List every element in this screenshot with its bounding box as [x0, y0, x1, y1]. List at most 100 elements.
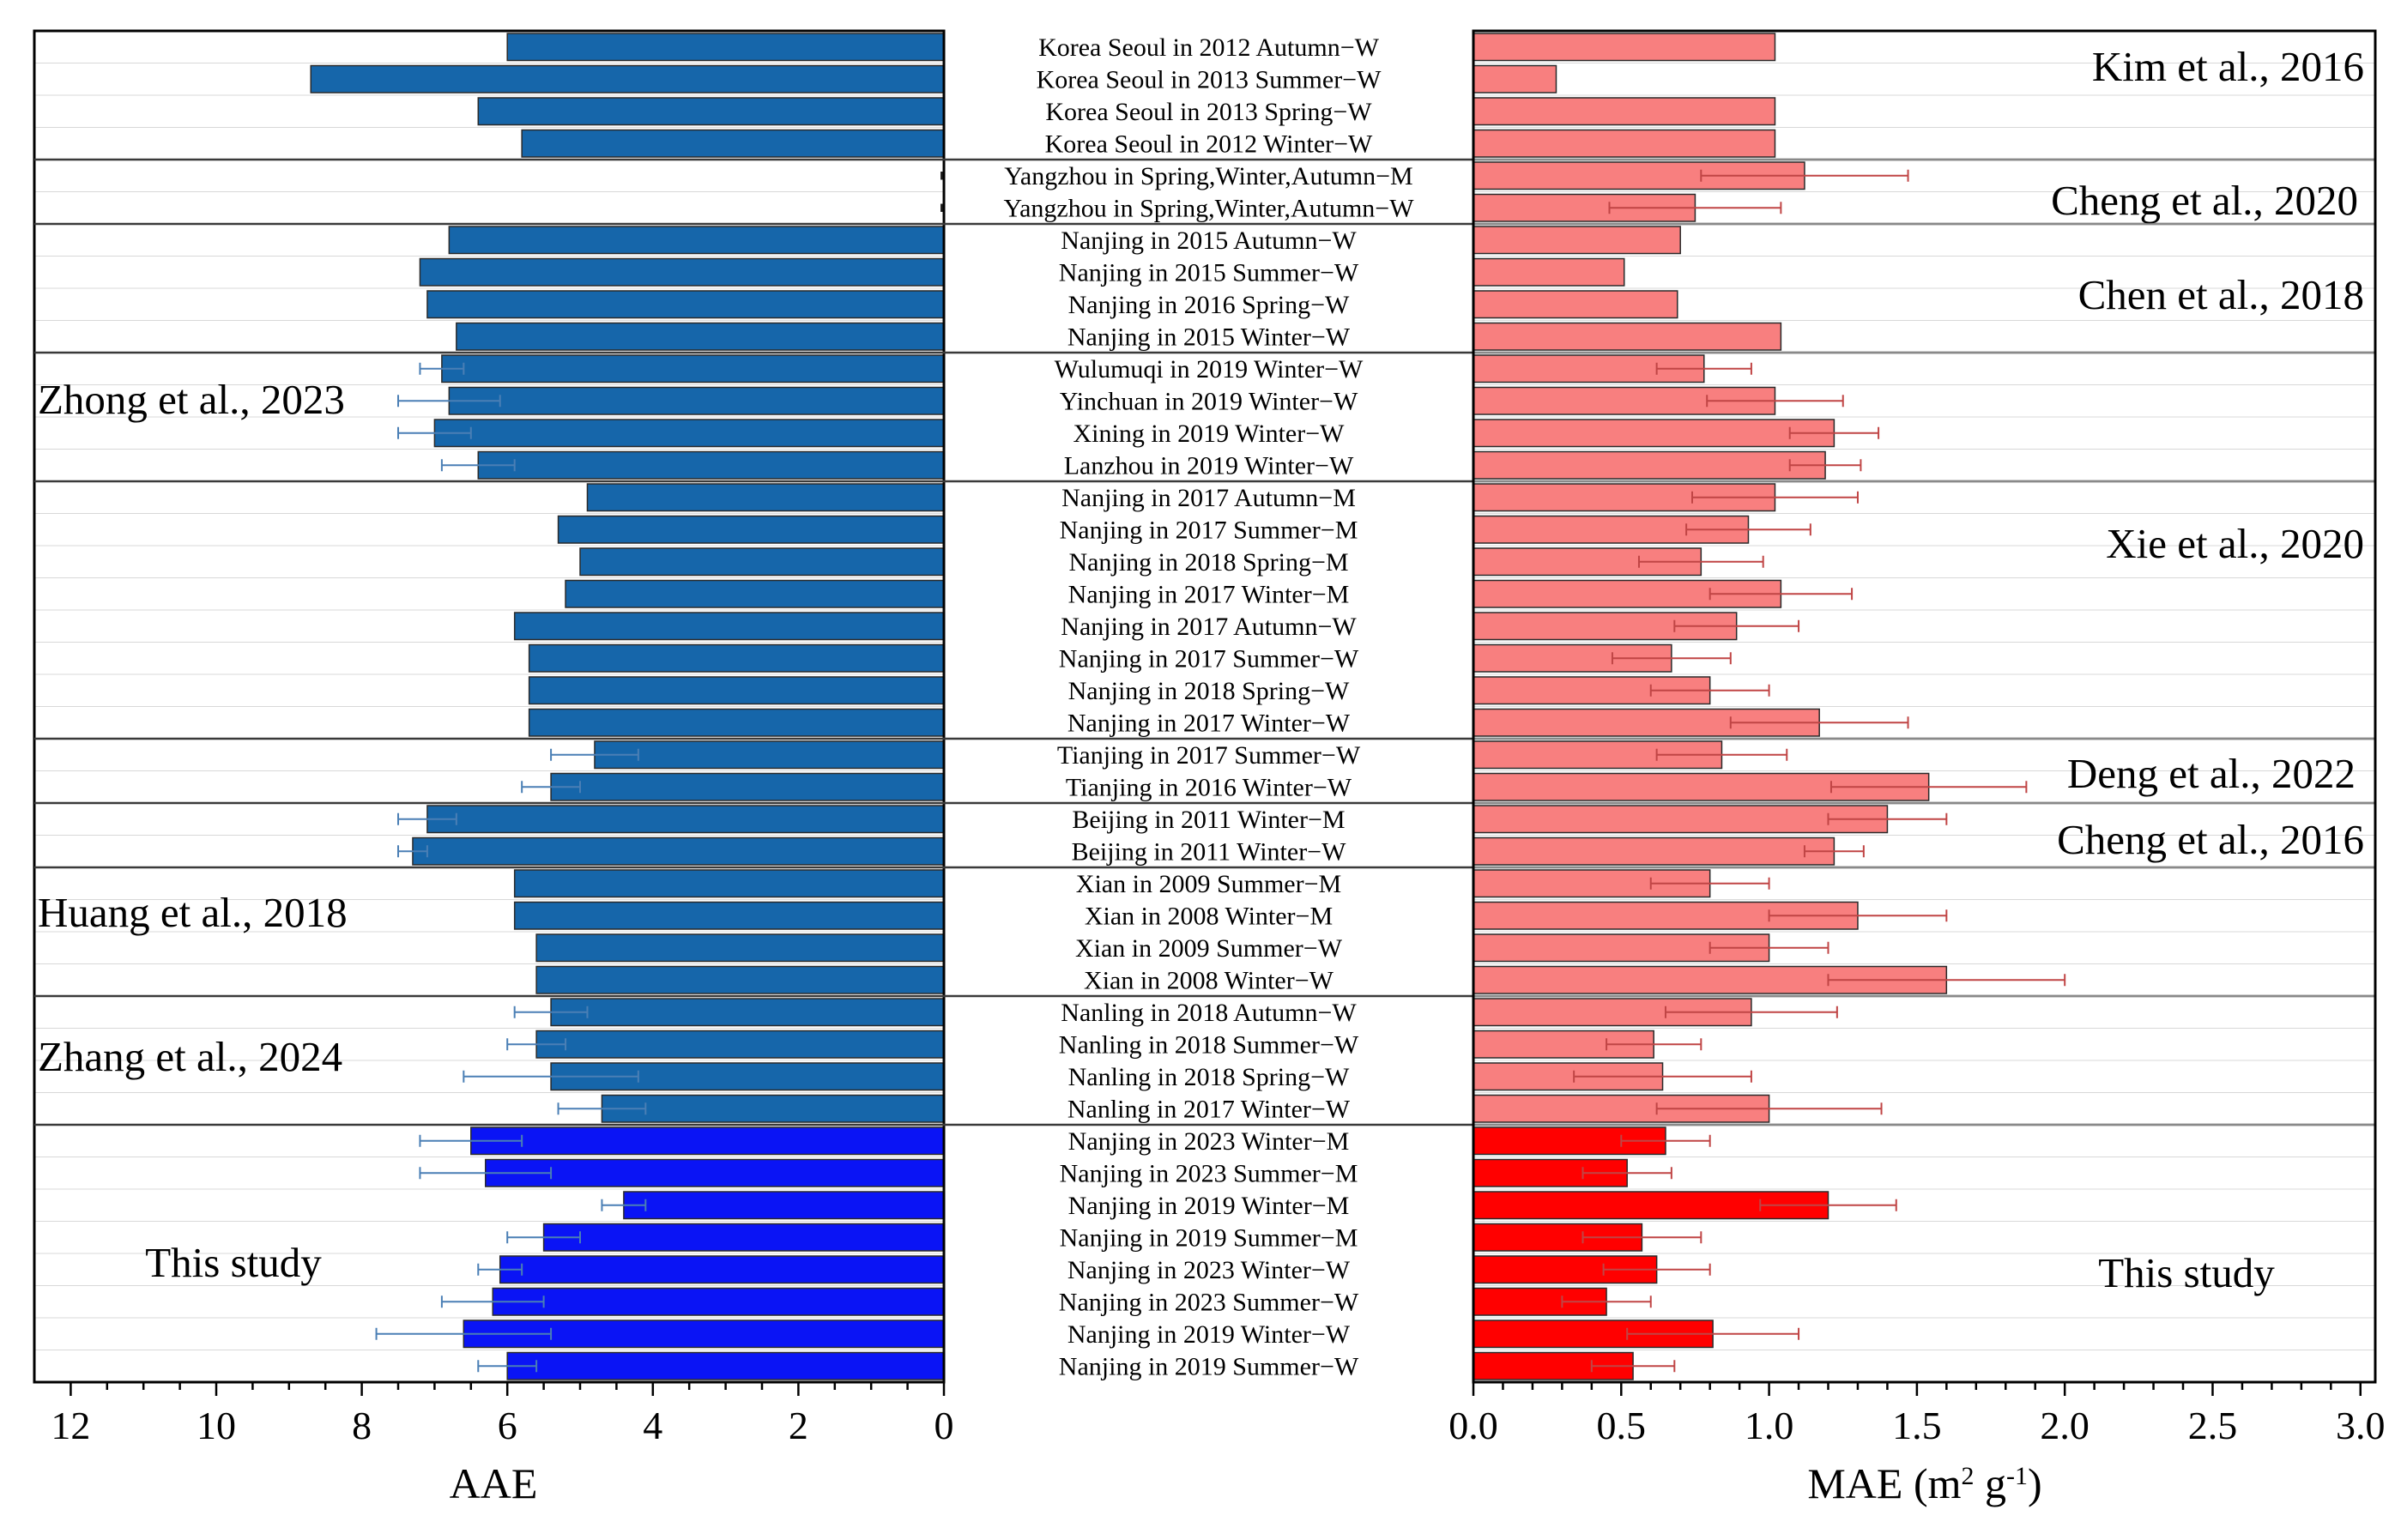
group-label-this-study-mae: This study [2098, 1249, 2275, 1296]
group-label-zhong-2023: Zhong et al., 2023 [38, 376, 345, 423]
aae-bar [470, 1126, 945, 1156]
aae-bar [535, 965, 945, 994]
category-label: Nanjing in 2023 Winter−W [1067, 1256, 1351, 1284]
category-label: Nanjing in 2018 Spring−M [1068, 548, 1348, 577]
group-label-deng-2022: Deng et al., 2022 [2067, 750, 2356, 797]
category-label: Tianjing in 2017 Summer−W [1057, 741, 1361, 770]
aae-bar [535, 933, 945, 963]
aae-tick-label: 8 [352, 1404, 372, 1447]
aae-bar [441, 354, 945, 383]
mae-axis-label: MAE (m2 g-1) [1807, 1459, 2041, 1507]
category-label: Nanjing in 2017 Winter−W [1067, 709, 1351, 737]
category-label: Tianjing in 2016 Winter−W [1066, 773, 1352, 801]
category-label: Yangzhou in Spring,Winter,Autumn−M [1004, 162, 1412, 190]
aae-bar [419, 257, 945, 287]
aae-bar [513, 869, 945, 898]
category-label: Xian in 2009 Summer−W [1075, 934, 1343, 963]
aae-bar [550, 772, 945, 801]
category-label: Nanjing in 2019 Summer−M [1060, 1223, 1358, 1252]
category-label: Nanling in 2017 Winter−W [1067, 1095, 1351, 1123]
mae-bar [1473, 129, 1776, 158]
category-label: Korea Seoul in 2013 Spring−W [1045, 98, 1372, 126]
aae-bar [492, 1287, 945, 1316]
category-label: Korea Seoul in 2012 Autumn−W [1038, 33, 1380, 62]
category-label: Yinchuan in 2019 Winter−W [1060, 387, 1358, 415]
mae-bar [1473, 257, 1625, 287]
mae-bar [1473, 97, 1776, 126]
mae-bar [1473, 290, 1678, 319]
mae-bar [1473, 322, 1782, 351]
category-label: Xian in 2009 Summer−M [1076, 870, 1341, 898]
aae-tick-label: 12 [51, 1404, 90, 1447]
category-label: Nanjing in 2019 Winter−M [1068, 1192, 1350, 1220]
aae-bar [623, 1191, 945, 1220]
aae-bar [310, 64, 945, 94]
category-label: Nanjing in 2023 Summer−M [1060, 1159, 1358, 1187]
aae-bar [506, 33, 945, 62]
mae-tick-label: 1.5 [1892, 1404, 1942, 1447]
aae-bar [477, 97, 945, 126]
aae-bar [550, 998, 945, 1027]
category-label: Lanzhou in 2019 Winter−W [1064, 451, 1354, 480]
category-label: Nanjing in 2017 Summer−M [1060, 516, 1358, 544]
mae-tick-label: 2.5 [2188, 1404, 2238, 1447]
category-label: Nanjing in 2015 Winter−W [1067, 323, 1351, 351]
category-label: Nanling in 2018 Spring−W [1068, 1063, 1350, 1091]
aae-bar [456, 322, 945, 351]
aae-tick-label: 6 [498, 1404, 517, 1447]
group-label-chen-2018: Chen et al., 2018 [2078, 271, 2364, 318]
mae-tick-label: 3.0 [2336, 1404, 2386, 1447]
aae-bar [506, 1351, 945, 1380]
aae-bar [426, 290, 945, 319]
mae-bar [1473, 805, 1889, 834]
aae-tick-label: 4 [643, 1404, 662, 1447]
group-label-xie-2020: Xie et al., 2020 [2106, 520, 2364, 567]
aae-bar [499, 1255, 945, 1284]
aae-bar [586, 483, 945, 512]
aae-plot-frame [33, 29, 946, 1384]
category-label: Nanling in 2018 Autumn−W [1061, 999, 1357, 1027]
aae-tick-label: 0 [934, 1404, 954, 1447]
aae-bar [557, 515, 945, 544]
aae-bar [433, 419, 945, 448]
group-label-kim-2016: Kim et al., 2016 [2092, 43, 2364, 90]
mae-bar [1473, 33, 1776, 62]
group-label-cheng-2016: Cheng et al., 2016 [2057, 816, 2364, 863]
mae-tick-label: 1.0 [1745, 1404, 1794, 1447]
aae-bar [565, 579, 945, 608]
category-label: Korea Seoul in 2012 Winter−W [1045, 130, 1373, 158]
mae-tick-label: 0.5 [1597, 1404, 1647, 1447]
category-label: Nanjing in 2023 Summer−W [1059, 1288, 1359, 1316]
aae-bar [513, 901, 945, 930]
category-label: Xining in 2019 Winter−W [1073, 420, 1346, 448]
mae-bar [1473, 64, 1557, 94]
mae-plot-frame [1472, 29, 2377, 1384]
aae-bar [448, 386, 945, 415]
aae-bar [448, 226, 945, 255]
aae-bar-missing-marker [940, 172, 944, 180]
category-label: Wulumuqi in 2019 Winter−W [1055, 355, 1364, 383]
category-label: Nanling in 2018 Summer−W [1059, 1030, 1359, 1059]
category-label: Nanjing in 2017 Winter−M [1068, 580, 1350, 608]
category-label: Nanjing in 2015 Summer−W [1059, 258, 1359, 287]
category-label: Xian in 2008 Winter−M [1085, 902, 1333, 930]
category-label: Xian in 2008 Winter−W [1084, 966, 1334, 994]
category-label: Nanjing in 2018 Spring−W [1068, 677, 1350, 705]
mae-tick-label: 2.0 [2040, 1404, 2089, 1447]
mae-bar [1473, 836, 1835, 866]
category-label: Nanjing in 2019 Winter−W [1067, 1320, 1351, 1349]
category-label: Beijing in 2011 Winter−M [1072, 806, 1345, 834]
aae-bar [412, 836, 945, 866]
group-label-cheng-2020: Cheng et al., 2020 [2051, 177, 2358, 224]
category-label: Nanjing in 2015 Autumn−W [1061, 226, 1357, 255]
aae-tick-label: 10 [197, 1404, 236, 1447]
group-label-zhang-2024: Zhang et al., 2024 [38, 1033, 342, 1080]
category-label: Nanjing in 2017 Autumn−M [1061, 484, 1356, 512]
category-label: Nanjing in 2023 Winter−M [1068, 1127, 1350, 1156]
aae-bar [579, 547, 945, 577]
category-label: Nanjing in 2017 Summer−W [1059, 644, 1359, 673]
group-label-this-study-aae: This study [145, 1239, 322, 1286]
aae-bar [485, 1158, 945, 1187]
group-label-huang-2018: Huang et al., 2018 [38, 889, 348, 936]
